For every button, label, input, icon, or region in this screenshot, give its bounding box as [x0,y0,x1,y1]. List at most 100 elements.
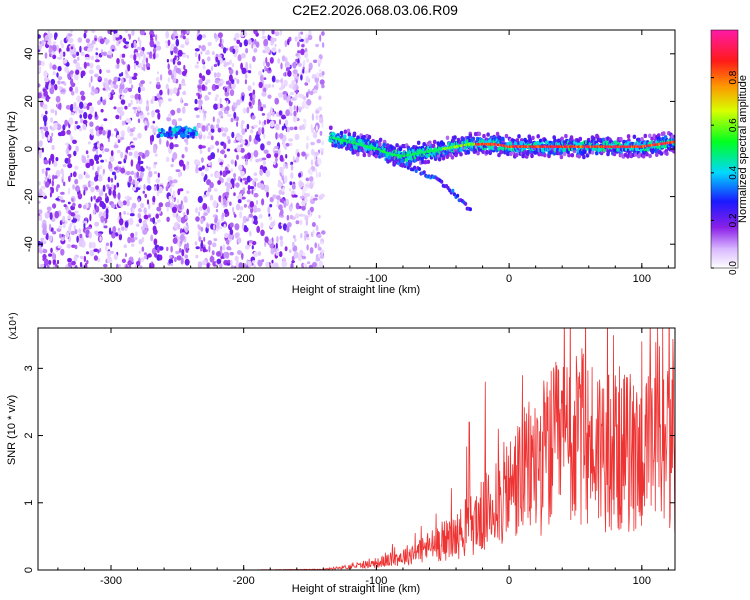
colorbar [710,29,739,269]
noise-speckle [230,178,235,185]
noise-speckle [226,105,230,112]
noise-speckle [206,135,211,139]
noise-speckle [172,57,176,65]
branch-mark [405,162,409,166]
noise-speckle [201,165,205,170]
noise-speckle [146,199,150,205]
noise-speckle [67,258,72,263]
noise-speckle [158,100,162,107]
noise-speckle [283,161,286,170]
trace-mark [514,152,519,158]
noise-speckle [68,33,73,37]
noise-speckle [282,186,285,194]
noise-speckle [70,172,73,178]
noise-speckle [202,65,206,70]
noise-speckle [235,203,241,211]
noise-speckle [40,237,45,241]
noise-speckle [285,154,288,159]
noise-speckle [156,246,160,254]
noise-speckle [131,76,137,80]
noise-speckle [83,186,88,191]
trace-mark [468,133,473,138]
trace-mark [553,138,557,143]
trace-mark [416,140,421,145]
noise-speckle [264,241,267,247]
noise-speckle [139,39,142,47]
noise-speckle [279,166,284,173]
trace-mark [562,151,567,157]
noise-speckle [169,142,174,150]
noise-speckle [73,73,79,81]
noise-speckle [292,241,295,248]
noise-speckle [321,31,325,36]
noise-speckle [301,200,306,207]
noise-speckle [234,265,237,268]
noise-speckle [194,107,199,111]
noise-speckle [177,199,179,204]
noise-speckle [200,242,204,249]
echo-mark [160,127,164,132]
noise-speckle [244,263,247,267]
noise-speckle [316,72,320,79]
trace-mark [392,146,397,151]
noise-speckle [108,87,111,91]
noise-speckle [253,48,258,53]
noise-speckle [130,232,135,238]
noise-speckle [210,135,214,141]
trace-mark [347,132,352,137]
noise-speckle [55,157,59,162]
noise-speckle [62,215,66,223]
noise-speckle [38,83,41,88]
noise-speckle [38,140,43,147]
noise-speckle [74,165,79,170]
noise-speckle [137,86,141,94]
noise-speckle [186,208,189,216]
trace-mark [560,136,564,141]
noise-speckle [241,181,244,185]
noise-speckle [177,223,181,230]
noise-speckle [214,97,218,102]
noise-speckle [229,229,234,235]
noise-speckle [263,38,269,47]
noise-speckle [113,184,117,191]
noise-speckle [198,45,202,49]
noise-speckle [62,172,65,180]
noise-speckle [282,91,288,96]
noise-speckle [147,253,152,258]
trace-mark [648,133,652,138]
noise-speckle [89,249,95,257]
noise-speckle [78,127,83,132]
noise-speckle [279,235,284,241]
noise-speckle [289,188,292,192]
noise-speckle [227,182,233,189]
noise-speckle [215,72,221,78]
noise-speckle [124,196,130,200]
noise-speckle [202,246,206,253]
noise-speckle [301,151,306,157]
noise-speckle [176,215,182,223]
noise-speckle [207,240,213,246]
noise-speckle [305,104,309,110]
noise-speckle [170,44,174,52]
noise-speckle [107,50,113,56]
noise-speckle [99,68,102,75]
noise-speckle [295,202,300,210]
noise-speckle [219,170,223,176]
noise-speckle [262,69,265,73]
noise-speckle [238,193,243,200]
trace-mark [501,136,505,142]
noise-speckle [77,67,83,70]
noise-speckle [152,202,155,205]
noise-speckle [41,168,45,174]
trace-mark [590,150,595,155]
noise-speckle [99,247,102,253]
noise-speckle [137,213,141,219]
noise-speckle [49,125,53,130]
noise-speckle [278,204,283,211]
noise-speckle [112,226,117,234]
noise-speckle [129,132,134,137]
noise-speckle [95,47,99,51]
noise-speckle [42,114,48,123]
noise-speckle [267,83,272,89]
noise-speckle [44,52,48,59]
